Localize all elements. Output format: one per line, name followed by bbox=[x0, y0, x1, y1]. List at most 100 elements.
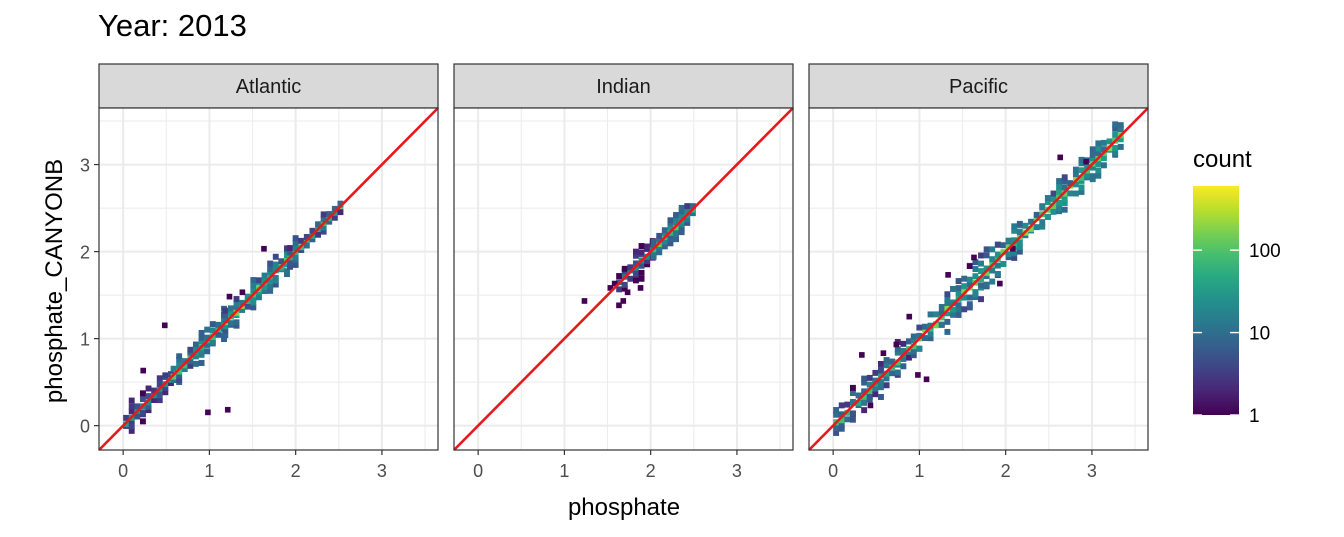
heat-bin bbox=[278, 258, 285, 265]
x-tick-label: 2 bbox=[646, 461, 656, 481]
heat-bin bbox=[198, 334, 205, 341]
heat-bin bbox=[1100, 139, 1107, 146]
heat-bin bbox=[123, 414, 130, 421]
heat-bin bbox=[994, 270, 1001, 277]
heat-bin bbox=[261, 272, 268, 279]
heat-bin bbox=[198, 329, 205, 336]
heat-bin bbox=[972, 259, 979, 266]
heat-bin bbox=[838, 411, 845, 418]
heat-bin bbox=[966, 276, 973, 283]
heat-bin bbox=[849, 390, 856, 397]
heat-bin bbox=[193, 353, 199, 360]
x-tick-label: 2 bbox=[1001, 461, 1011, 481]
heat-bin bbox=[944, 291, 951, 298]
heat-bin bbox=[227, 309, 234, 316]
heat-bin bbox=[894, 359, 901, 366]
heat-bin bbox=[309, 236, 316, 243]
heat-bin bbox=[267, 283, 274, 290]
heat-bin bbox=[838, 425, 845, 432]
heat-bin bbox=[1106, 138, 1113, 145]
heat-bin bbox=[250, 299, 257, 306]
heat-bin bbox=[181, 358, 188, 365]
reference-line bbox=[98, 107, 439, 451]
legend-tick-label: 1 bbox=[1249, 406, 1260, 427]
heat-bin bbox=[233, 296, 240, 303]
panel-border bbox=[453, 107, 794, 451]
heat-bin bbox=[250, 277, 257, 284]
heat-bin bbox=[927, 335, 934, 342]
heat-bin bbox=[638, 275, 645, 282]
heat-bin bbox=[303, 242, 310, 249]
x-tick-label: 3 bbox=[732, 461, 742, 481]
heat-bin bbox=[844, 401, 851, 408]
heat-bin bbox=[1084, 172, 1091, 179]
y-tick-label: 0 bbox=[80, 417, 90, 437]
heat-bin bbox=[684, 203, 691, 210]
heat-bin bbox=[678, 221, 685, 228]
heat-bin bbox=[261, 276, 268, 283]
heat-bin bbox=[205, 409, 211, 416]
heat-bin bbox=[1112, 145, 1119, 152]
heat-bin bbox=[176, 368, 183, 375]
heat-bin bbox=[204, 348, 211, 355]
heat-bin bbox=[1011, 227, 1018, 234]
heat-bin bbox=[983, 281, 990, 288]
heat-bin bbox=[684, 219, 691, 226]
heat-bin bbox=[226, 293, 233, 300]
heat-bin bbox=[284, 268, 290, 275]
heat-bin bbox=[198, 338, 205, 345]
heat-bin bbox=[638, 269, 645, 276]
heat-bin bbox=[966, 304, 973, 311]
heat-bin bbox=[233, 300, 240, 307]
heat-bin bbox=[176, 362, 183, 369]
heat-bin bbox=[221, 336, 227, 342]
facet-label: Indian bbox=[596, 76, 651, 98]
heat-bin bbox=[915, 372, 921, 378]
heat-bin bbox=[250, 287, 257, 294]
heat-bin bbox=[1057, 154, 1064, 161]
heat-bin bbox=[156, 375, 163, 382]
heat-bin bbox=[883, 382, 890, 389]
heat-bin bbox=[1072, 166, 1079, 173]
heat-bin bbox=[156, 391, 163, 398]
heat-bin bbox=[906, 313, 913, 320]
heat-bin bbox=[134, 403, 141, 410]
reference-line bbox=[453, 107, 794, 451]
y-tick-label: 2 bbox=[80, 243, 90, 263]
legend-tick-label: 100 bbox=[1249, 241, 1281, 262]
heat-bin bbox=[292, 244, 299, 251]
y-axis-title: phosphate_CANYONB bbox=[41, 159, 68, 403]
heat-bin bbox=[139, 396, 146, 402]
heat-bin bbox=[1061, 184, 1068, 191]
heat-bin bbox=[233, 322, 240, 329]
heat-bin bbox=[1078, 188, 1085, 195]
x-axis-title: phosphate bbox=[568, 494, 680, 521]
heat-bin bbox=[1100, 146, 1107, 153]
heat-bin bbox=[878, 361, 884, 367]
heat-bin bbox=[906, 338, 912, 345]
heat-bin bbox=[267, 277, 274, 284]
heat-bin bbox=[916, 324, 923, 331]
heat-bin bbox=[678, 208, 685, 215]
heat-bin bbox=[151, 397, 158, 404]
heat-bin bbox=[284, 261, 290, 268]
heat-bin bbox=[326, 218, 333, 225]
heat-bin bbox=[1050, 208, 1057, 215]
heat-bin bbox=[292, 235, 299, 242]
heat-bin bbox=[193, 341, 199, 348]
heat-bin bbox=[861, 388, 868, 395]
heat-bin bbox=[272, 265, 279, 272]
heat-bin bbox=[170, 365, 177, 372]
heat-bin bbox=[878, 379, 884, 386]
heat-bin bbox=[140, 367, 147, 374]
heat-bin bbox=[838, 422, 845, 429]
heat-bin bbox=[889, 370, 896, 377]
heat-bin bbox=[638, 249, 645, 256]
heat-bin bbox=[1011, 254, 1018, 261]
heat-bin bbox=[284, 252, 290, 259]
heat-bin bbox=[134, 413, 141, 420]
heat-bin bbox=[878, 366, 884, 373]
heat-bin bbox=[838, 402, 845, 409]
heat-bin bbox=[927, 331, 934, 338]
